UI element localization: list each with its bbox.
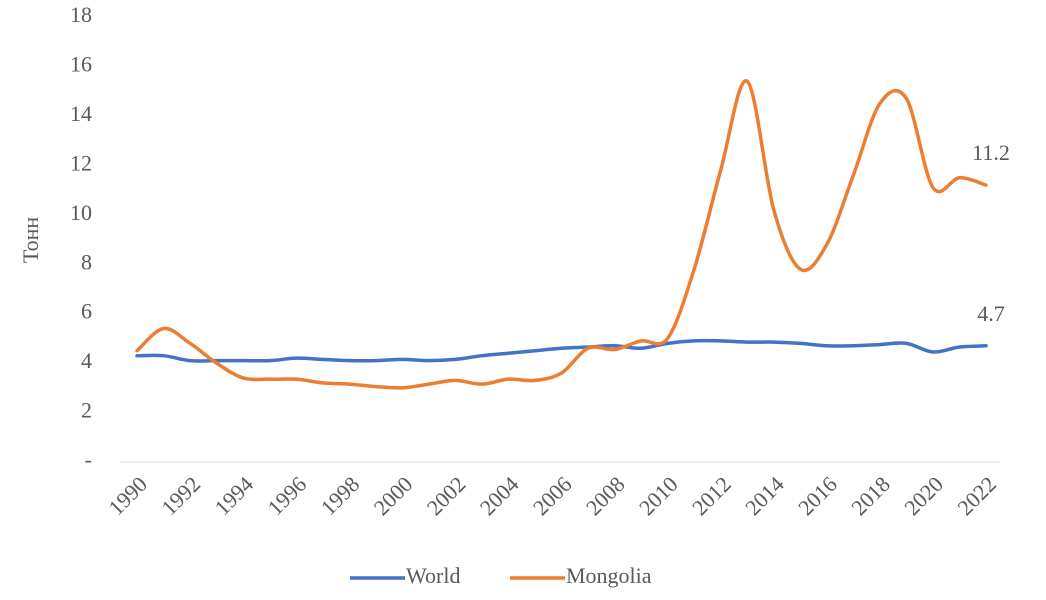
x-tick-label: 1994 xyxy=(209,471,258,520)
legend-label: World xyxy=(406,563,460,588)
x-tick-label: 1996 xyxy=(263,471,312,520)
x-tick-label: 2014 xyxy=(740,471,789,520)
x-tick-label: 1990 xyxy=(103,471,152,520)
y-tick-label: 4 xyxy=(81,348,92,373)
y-tick-label: 14 xyxy=(70,101,92,126)
x-tick-label: 2006 xyxy=(528,471,577,520)
x-tick-label: 2020 xyxy=(899,471,948,520)
x-tick-label: 2010 xyxy=(634,471,683,520)
data-label: 4.7 xyxy=(977,301,1005,326)
y-tick-label: 12 xyxy=(70,150,92,175)
line-series xyxy=(135,338,988,363)
data-label: 11.2 xyxy=(972,140,1010,165)
x-tick-label: 2022 xyxy=(952,471,1001,520)
y-tick-label: - xyxy=(85,447,92,472)
y-tick-label: 16 xyxy=(70,51,92,76)
y-tick-label: 2 xyxy=(81,398,92,423)
x-tick-label: 1998 xyxy=(316,471,365,520)
y-tick-label: 10 xyxy=(70,200,92,225)
y-tick-label: 6 xyxy=(81,299,92,324)
x-tick-label: 1992 xyxy=(156,471,205,520)
x-tick-label: 2002 xyxy=(422,471,471,520)
x-tick-label: 2012 xyxy=(687,471,736,520)
x-tick-label: 2004 xyxy=(475,471,524,520)
y-tick-label: 18 xyxy=(70,2,92,27)
y-axis-label: Тонн xyxy=(18,217,43,264)
x-tick-label: 2018 xyxy=(846,471,895,520)
x-tick-label: 2016 xyxy=(793,471,842,520)
x-tick-label: 2000 xyxy=(369,471,418,520)
y-tick-label: 8 xyxy=(81,249,92,274)
line-series xyxy=(135,79,988,390)
legend-label: Mongolia xyxy=(566,563,652,588)
x-tick-label: 2008 xyxy=(581,471,630,520)
